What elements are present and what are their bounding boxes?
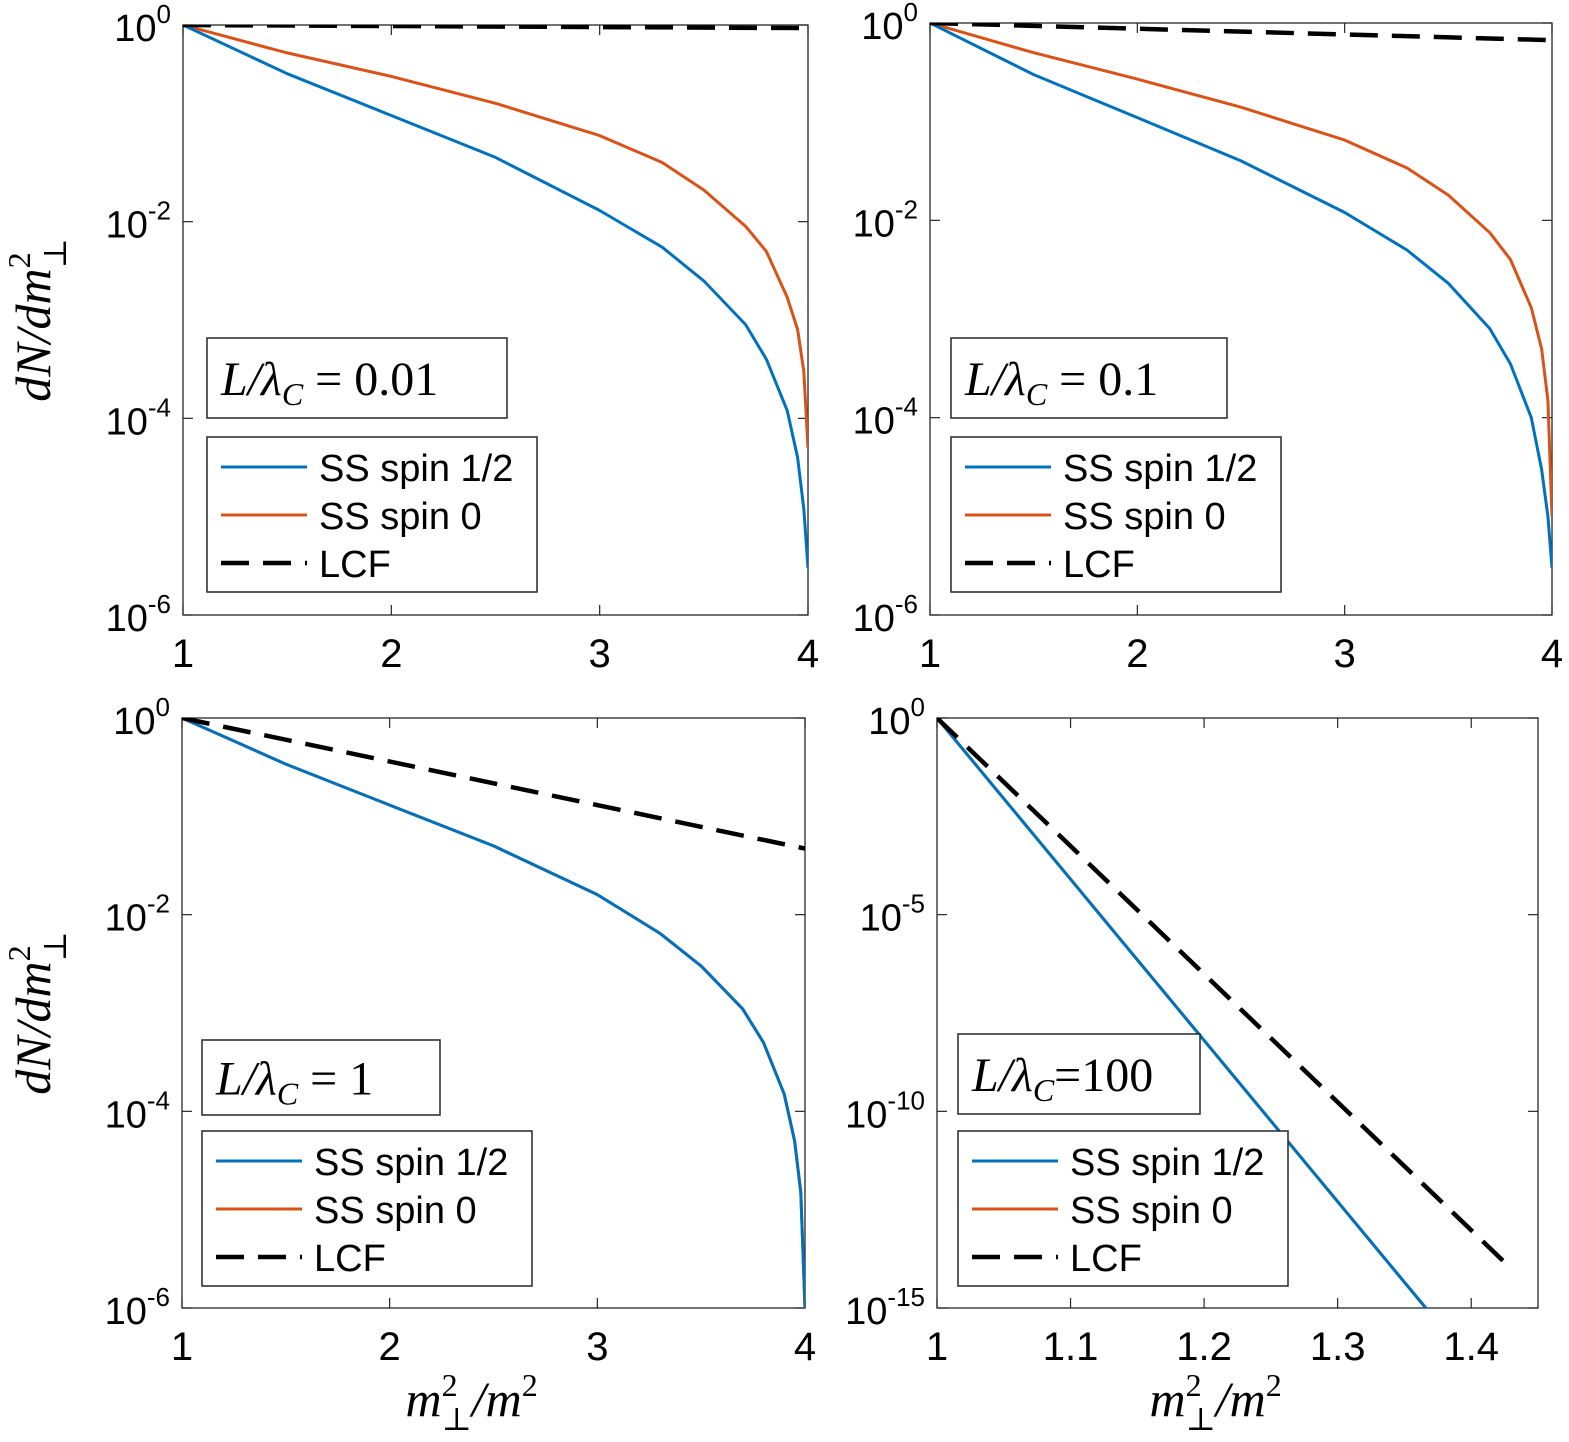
y-tick-label: 10-6 [106,589,171,640]
x-tick-label: 1.4 [1443,1325,1499,1369]
annotation-text: L/λC = 1 [215,1053,373,1112]
legend-label: SS spin 0 [1063,496,1226,538]
annotation-text: L/λC = 0.1 [964,353,1158,412]
x-tick-label: 1.1 [1043,1325,1099,1369]
legend-label: LCF [319,544,391,586]
legend-label: LCF [314,1238,386,1280]
panel-top-left: 1 2 3 4 10-6 10-4 10-2 100 L/λC = 0.01 SS spin 1/… [1,0,819,676]
legend-label: SS spin 1/2 [319,448,513,490]
panel-bottom-left: 1 2 3 4 10-6 10-4 10-2 100 L/λC = 1 SS spin 1/2 SS… [1,692,816,1437]
y-tick-label: 10-10 [845,1085,925,1136]
x-tick-label: 1.3 [1310,1325,1366,1369]
legend-label: SS spin 0 [1070,1190,1233,1232]
y-tick-label: 100 [861,0,918,48]
annotation-text: L/λC=100 [971,1049,1153,1108]
legend-label: SS spin 0 [314,1190,477,1232]
y-tick-label: 100 [114,0,171,50]
series-line-ss-spin-half [182,718,805,1308]
annotation-box [206,337,508,419]
x-tick-label: 1 [171,1325,193,1369]
annotation-box [950,337,1228,419]
x-tick-label: 1 [172,632,194,676]
y-axis-label: dN/dm2⊥ [1,238,73,401]
annotation-text: L/λC = 0.01 [220,353,438,412]
y-tick-label: 10-2 [105,889,170,940]
y-tick-label: 10-5 [860,889,925,940]
series-line-lcf [182,718,805,851]
series-line-lcf [183,25,808,31]
annotation-box [957,1033,1201,1115]
x-tick-label: 2 [1126,632,1148,676]
x-tick-label: 4 [794,1325,816,1369]
series-line-ss-spin-half [183,25,808,569]
x-tick-label: 2 [379,1325,401,1369]
x-tick-label: 1 [926,1325,948,1369]
x-tick-label: 2 [380,632,402,676]
panel-top-right: 1 2 3 4 10-6 10-4 10-2 100 L/λC = 0.1 SS spin 1/2… [853,0,1564,676]
annotation-box [201,1039,441,1116]
y-tick-label: 100 [113,692,170,743]
y-tick-label: 10-4 [853,392,918,443]
y-tick-label: 10-2 [853,194,918,245]
x-tick-label: 1 [919,632,941,676]
y-axis-label: dN/dm2⊥ [1,931,73,1094]
series-line-ss-spin-zero [183,25,808,448]
x-tick-label: 3 [586,1325,608,1369]
y-tick-label: 10-6 [105,1282,170,1333]
series-line-ss-spin-half [930,23,1552,569]
y-tick-label: 10-4 [105,1085,170,1136]
series-line-ss-spin-half [937,718,1427,1308]
y-tick-label: 10-15 [845,1282,925,1333]
y-tick-label: 10-6 [853,589,918,640]
legend-label: SS spin 0 [319,496,482,538]
x-tick-label: 3 [589,632,611,676]
x-tick-label: 4 [1541,632,1563,676]
legend-label: SS spin 1/2 [1063,448,1257,490]
x-tick-label: 3 [1334,632,1356,676]
series-line-ss-spin-zero [930,23,1552,517]
series-line-lcf [930,23,1552,43]
series-line-lcf [937,718,1513,1271]
x-axis-label: m2 ⊥/m2 [1150,1367,1282,1437]
legend-label: SS spin 1/2 [1070,1142,1264,1184]
legend-label: LCF [1070,1238,1142,1280]
y-tick-label: 100 [868,692,925,743]
x-axis-label: m2 ⊥/m2 [406,1367,538,1437]
y-tick-label: 10-4 [106,392,171,443]
x-tick-label: 4 [797,632,819,676]
legend-label: SS spin 1/2 [314,1142,508,1184]
panel-bottom-right: 1 1.1 1.2 1.3 1.4 10-15 10-10 10-5 100 L/λC=100 SS… [845,692,1539,1437]
x-tick-label: 1.2 [1176,1325,1232,1369]
legend-label: LCF [1063,544,1135,586]
y-tick-label: 10-2 [106,196,171,247]
